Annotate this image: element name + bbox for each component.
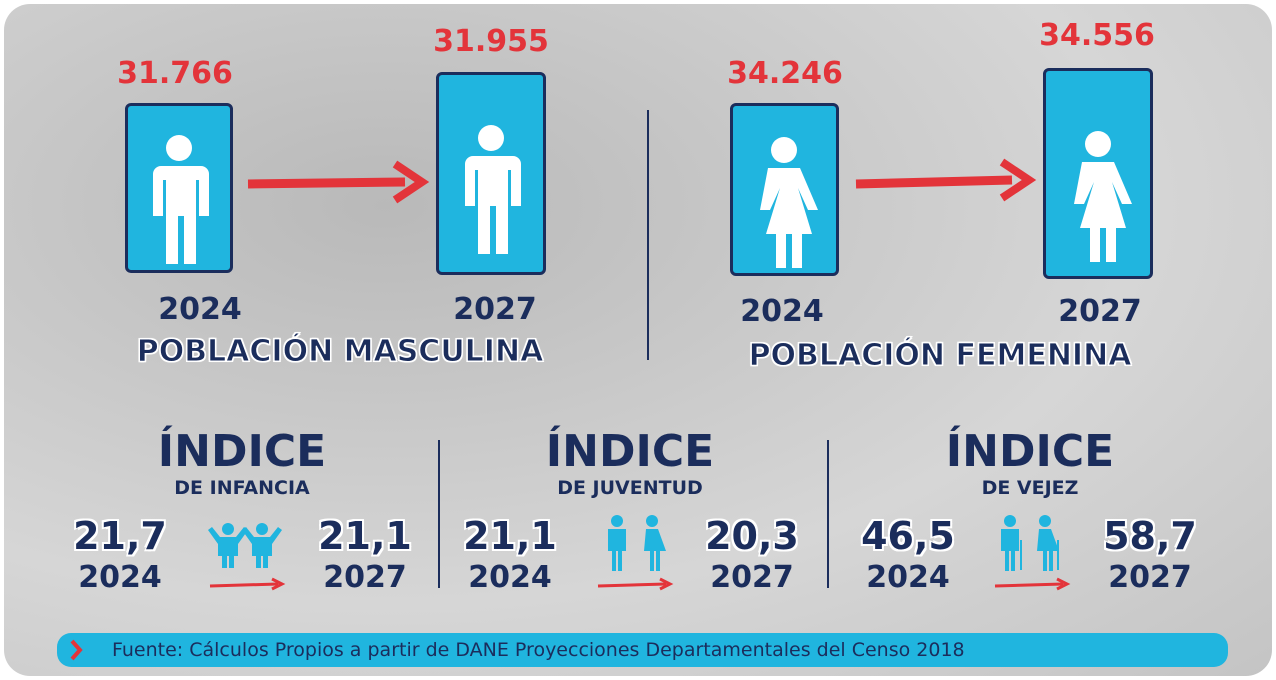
index-subtitle: DE VEJEZ xyxy=(981,477,1079,499)
value: 34.246 xyxy=(727,56,843,91)
year: 2024 xyxy=(740,294,824,329)
divider xyxy=(827,440,829,588)
index-value: 20,3 xyxy=(705,514,799,558)
year: 2024 xyxy=(866,560,950,595)
index-value: 21,1 xyxy=(463,514,557,558)
index-value: 46,5 xyxy=(861,514,955,558)
label: POBLACIÓN MASCULINA xyxy=(136,334,544,370)
year: 2024 xyxy=(468,560,552,595)
year: 2024 xyxy=(158,292,242,327)
index-subtitle: DE INFANCIA xyxy=(174,477,310,499)
value: 34.556 xyxy=(1039,18,1155,53)
year: 2027 xyxy=(453,292,537,327)
index-value: 21,1 xyxy=(318,514,412,558)
value: 31.766 xyxy=(117,56,233,91)
label: POBLACIÓN FEMENINA xyxy=(748,338,1132,374)
index-title: ÍNDICE xyxy=(545,426,715,477)
value: 31.955 xyxy=(433,24,549,59)
index-title: ÍNDICE xyxy=(945,426,1115,477)
index-subtitle: DE JUVENTUD xyxy=(557,477,703,499)
year: 2024 xyxy=(78,560,162,595)
year: 2027 xyxy=(1108,560,1192,595)
index-title: ÍNDICE xyxy=(157,426,327,477)
icon-box xyxy=(125,103,233,273)
year: 2027 xyxy=(323,560,407,595)
divider xyxy=(647,110,649,360)
year: 2027 xyxy=(1058,294,1142,329)
year: 2027 xyxy=(710,560,794,595)
index-value: 21,7 xyxy=(73,514,167,558)
source: Fuente: Cálculos Propios a partir de DAN… xyxy=(112,639,965,661)
index-value: 58,7 xyxy=(1103,514,1197,558)
divider xyxy=(438,440,440,588)
